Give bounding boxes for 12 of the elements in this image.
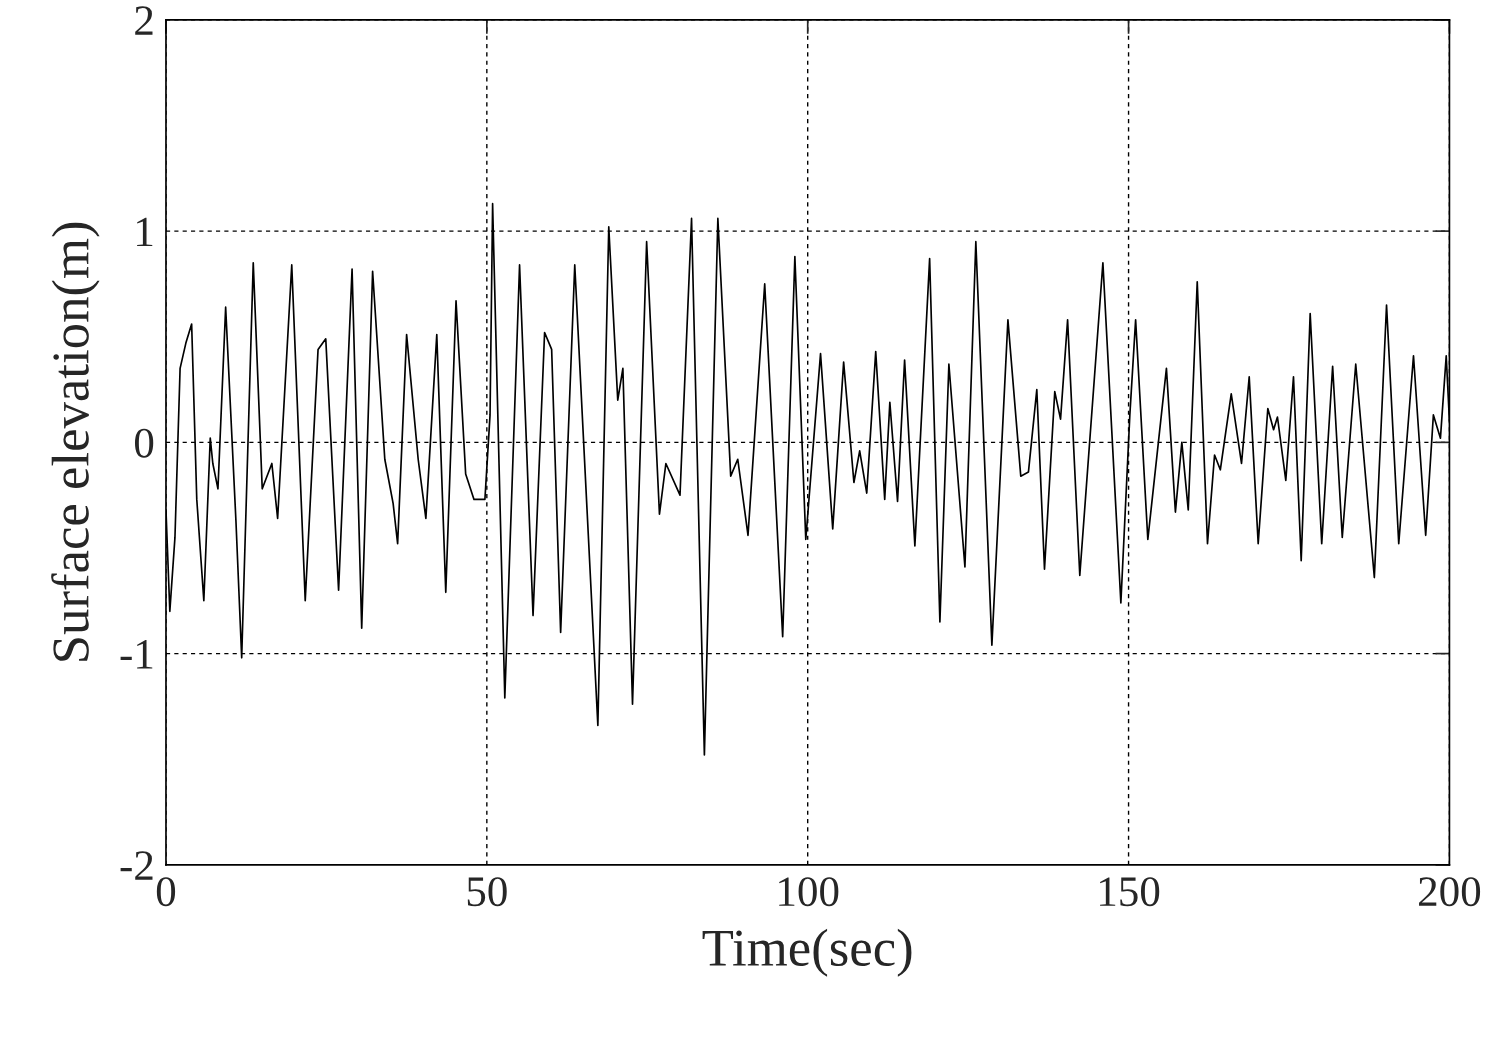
x-tick-label: 100 xyxy=(779,877,839,907)
x-tick-label: 150 xyxy=(1100,877,1160,907)
x-tick-label: 200 xyxy=(1419,877,1481,907)
x-tick-label: 0 xyxy=(156,877,176,907)
y-tick-label: 1 xyxy=(137,217,153,247)
y-tick-label: 0 xyxy=(134,428,154,458)
x-axis-title: Time(sec) xyxy=(702,928,912,977)
x-tick-label: 50 xyxy=(467,877,507,907)
y-tick-label: -1 xyxy=(120,640,153,669)
y-axis-title: Surface elevation(m) xyxy=(51,222,100,661)
y-tick-label: 2 xyxy=(135,6,153,35)
y-tick-label: -2 xyxy=(120,851,153,880)
